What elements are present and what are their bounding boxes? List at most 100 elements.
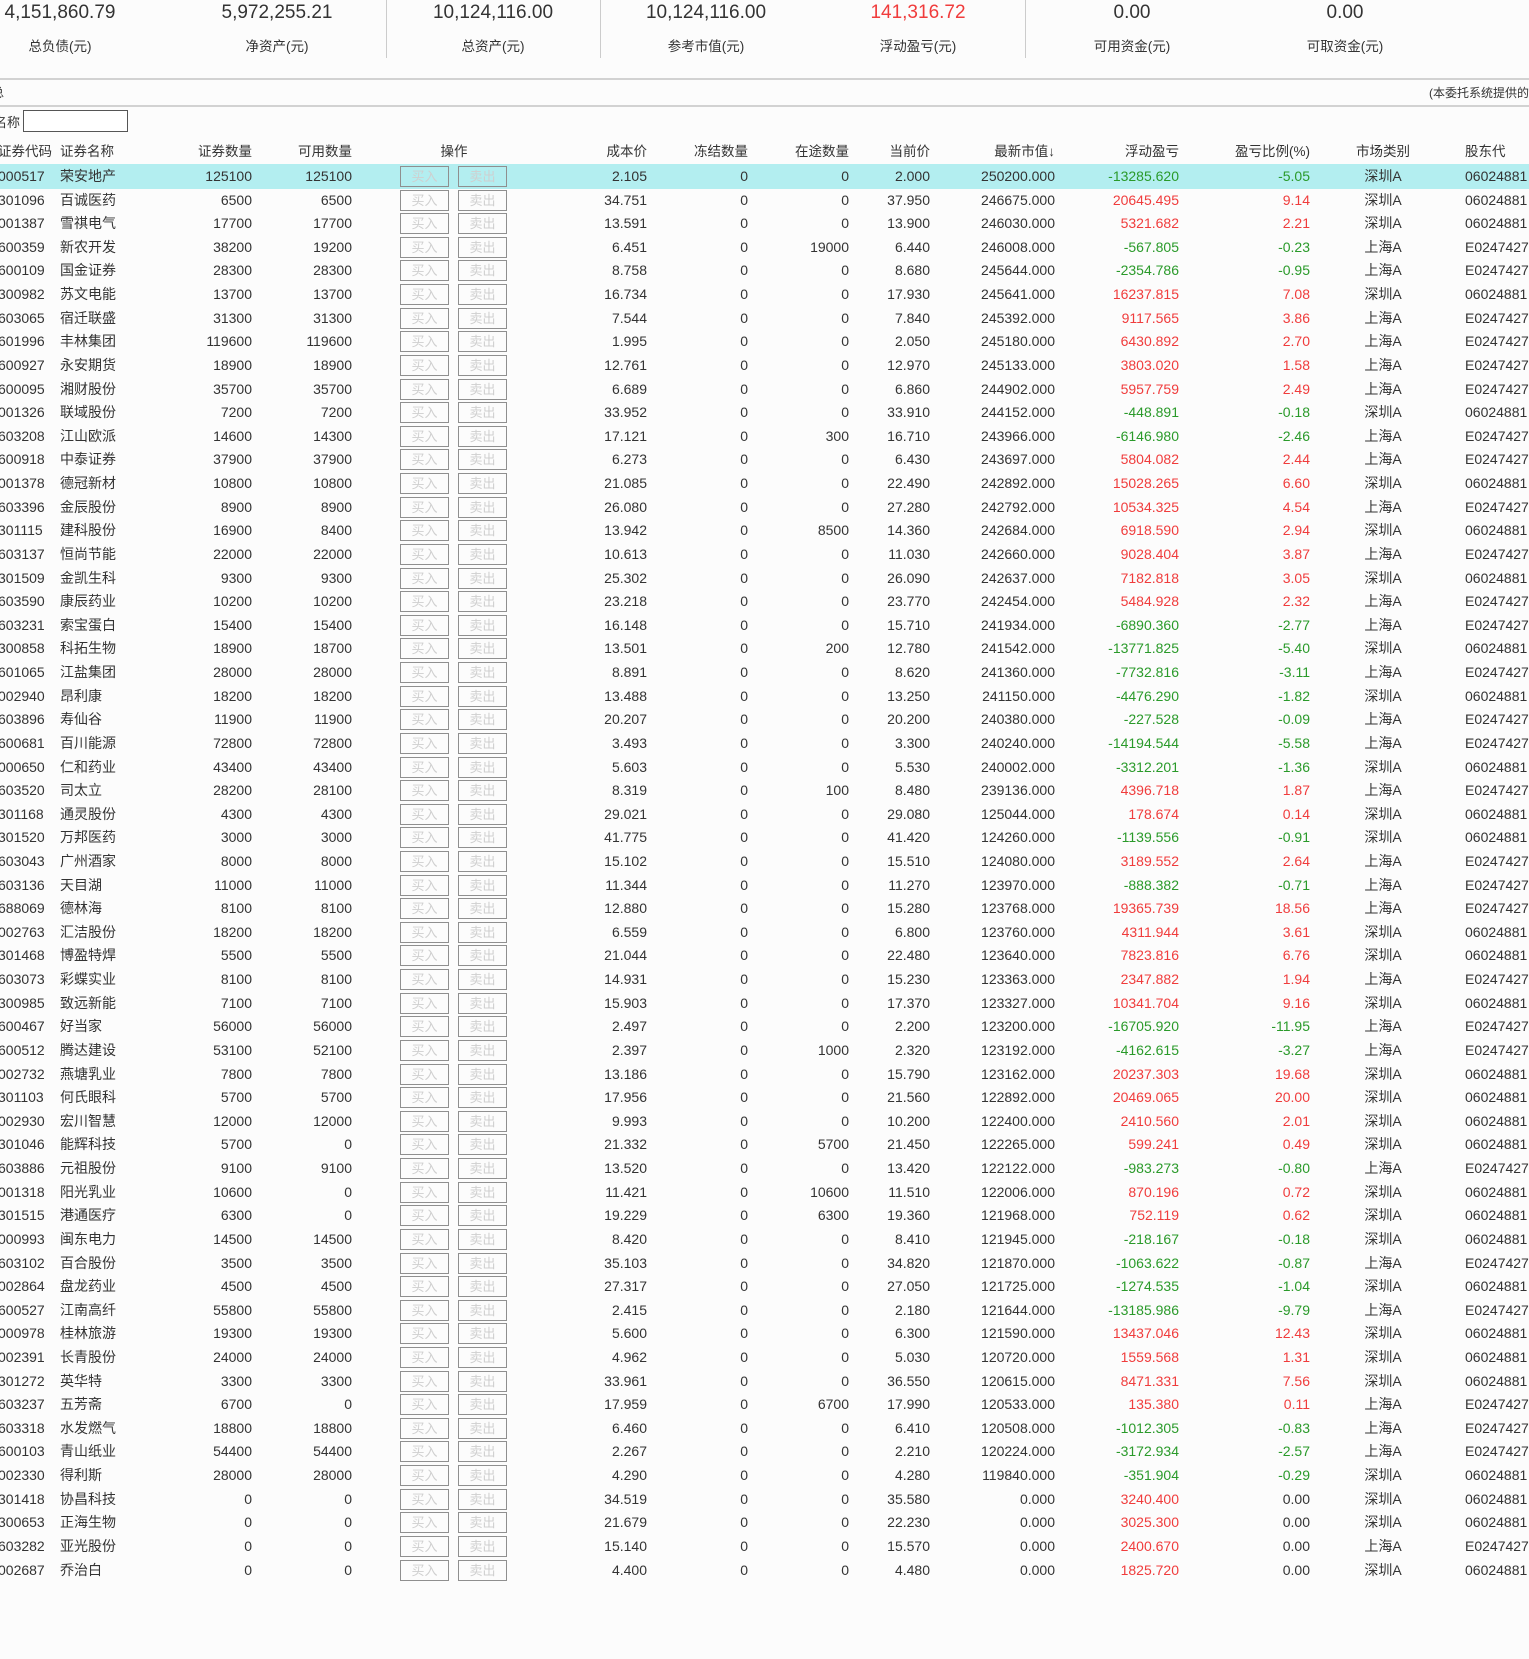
name-filter-input[interactable] [23,110,128,132]
buy-button[interactable]: 买入 [400,402,449,424]
sell-button[interactable]: 卖出 [458,331,507,353]
buy-button[interactable]: 买入 [400,732,449,754]
sell-button[interactable]: 卖出 [458,1465,507,1487]
sell-button[interactable]: 卖出 [458,685,507,707]
sell-button[interactable]: 卖出 [458,378,507,400]
sell-button[interactable]: 卖出 [458,1441,507,1463]
sell-button[interactable]: 卖出 [458,1039,507,1061]
sell-button[interactable]: 卖出 [458,921,507,943]
table-row[interactable]: 301272 英华特 3300 3300 33.961 0 0 36.550 120615.00… [0,1369,1529,1394]
table-row[interactable]: 300982 苏文电能 13700 13700 16.734 0 0 17.930 245641… [0,282,1529,307]
sell-button[interactable]: 卖出 [458,189,507,211]
sell-button[interactable]: 卖出 [458,1323,507,1345]
sell-button[interactable]: 卖出 [458,1205,507,1227]
table-row[interactable]: 000650 仁和药业 43400 43400 5.603 0 0 5.530 240002.0… [0,755,1529,780]
table-row[interactable]: 000978 桂林旅游 19300 19300 5.600 0 0 6.300 121590.0… [0,1321,1529,1346]
buy-button[interactable]: 买入 [400,1063,449,1085]
table-row[interactable]: 001326 联域股份 7200 7200 33.952 0 0 33.910 244152.0… [0,400,1529,425]
table-row[interactable]: 603073 彩蝶实业 8100 8100 14.931 0 0 15.230 123363.0… [0,967,1529,992]
buy-button[interactable]: 买入 [400,284,449,306]
sell-button[interactable]: 卖出 [458,969,507,991]
sell-button[interactable]: 卖出 [458,567,507,589]
table-row[interactable]: 603396 金辰股份 8900 8900 26.080 0 0 27.280 242792.0… [0,495,1529,520]
sell-button[interactable]: 卖出 [458,166,507,187]
sell-button[interactable]: 卖出 [458,449,507,471]
sell-button[interactable]: 卖出 [458,1394,507,1416]
buy-button[interactable]: 买入 [400,921,449,943]
sell-button[interactable]: 卖出 [458,945,507,967]
table-row[interactable]: 603886 元祖股份 9100 9100 13.520 0 0 13.420 122122.0… [0,1156,1529,1181]
buy-button[interactable]: 买入 [400,1441,449,1463]
sell-button[interactable]: 卖出 [458,780,507,802]
table-row[interactable]: 600103 青山纸业 54400 54400 2.267 0 0 2.210 120224.0… [0,1439,1529,1464]
buy-button[interactable]: 买入 [400,1205,449,1227]
sell-button[interactable]: 卖出 [458,1299,507,1321]
table-row[interactable]: 600095 湘财股份 35700 35700 6.689 0 0 6.860 244902.0… [0,377,1529,402]
sell-button[interactable]: 卖出 [458,1559,507,1581]
buy-button[interactable]: 买入 [400,1087,449,1109]
buy-button[interactable]: 买入 [400,945,449,967]
column-header[interactable]: 操作 [440,144,468,159]
sell-button[interactable]: 卖出 [458,827,507,849]
buy-button[interactable]: 买入 [400,874,449,896]
buy-button[interactable]: 买入 [400,992,449,1014]
buy-button[interactable]: 买入 [400,520,449,542]
table-row[interactable]: 001318 阳光乳业 10600 0 11.421 0 10600 11.510 122006… [0,1180,1529,1205]
sell-button[interactable]: 卖出 [458,1512,507,1534]
sell-button[interactable]: 卖出 [458,1134,507,1156]
table-row[interactable]: 603102 百合股份 3500 3500 35.103 0 0 34.820 121870.0… [0,1251,1529,1276]
buy-button[interactable]: 买入 [400,1299,449,1321]
buy-button[interactable]: 买入 [400,1134,449,1156]
table-row[interactable]: 600467 好当家 56000 56000 2.497 0 0 2.200 123200.00… [0,1014,1529,1039]
sell-button[interactable]: 卖出 [458,543,507,565]
table-row[interactable]: 300858 科拓生物 18900 18700 13.501 0 200 12.780 2415… [0,636,1529,661]
buy-button[interactable]: 买入 [400,614,449,636]
sell-button[interactable]: 卖出 [458,1158,507,1180]
column-header[interactable]: 盈亏比例(%) [1235,144,1310,159]
column-header[interactable]: 可用数量 [298,144,352,159]
buy-button[interactable]: 买入 [400,496,449,518]
sell-button[interactable]: 卖出 [458,1063,507,1085]
table-row[interactable]: 600512 腾达建设 53100 52100 2.397 0 1000 2.320 12319… [0,1038,1529,1063]
buy-button[interactable]: 买入 [400,662,449,684]
sell-button[interactable]: 卖出 [458,520,507,542]
table-row[interactable]: 603137 恒尚节能 22000 22000 10.613 0 0 11.030 242660… [0,542,1529,567]
table-row[interactable]: 301046 能辉科技 5700 0 21.332 0 5700 21.450 122265.0… [0,1132,1529,1157]
buy-button[interactable]: 买入 [400,685,449,707]
buy-button[interactable]: 买入 [400,1039,449,1061]
buy-button[interactable]: 买入 [400,1276,449,1298]
table-row[interactable]: 603231 索宝蛋白 15400 15400 16.148 0 0 15.710 241934… [0,613,1529,638]
sell-button[interactable]: 卖出 [458,850,507,872]
table-row[interactable]: 600918 中泰证券 37900 37900 6.273 0 0 6.430 243697.0… [0,447,1529,472]
buy-button[interactable]: 买入 [400,898,449,920]
buy-button[interactable]: 买入 [400,1252,449,1274]
table-row[interactable]: 300653 正海生物 0 0 21.679 0 0 22.230 0.000 3025.300 0… [0,1510,1529,1535]
table-row[interactable]: 301168 通灵股份 4300 4300 29.021 0 0 29.080 125044.0… [0,802,1529,827]
sell-button[interactable]: 卖出 [458,1181,507,1203]
table-row[interactable]: 601996 丰林集团 119600 119600 1.995 0 0 2.050 245180… [0,329,1529,354]
buy-button[interactable]: 买入 [400,850,449,872]
sell-button[interactable]: 卖出 [458,1087,507,1109]
table-row[interactable]: 603136 天目湖 11000 11000 11.344 0 0 11.270 123970.… [0,873,1529,898]
sell-button[interactable]: 卖出 [458,1370,507,1392]
buy-button[interactable]: 买入 [400,638,449,660]
column-header[interactable]: 冻结数量 [694,144,748,159]
sell-button[interactable]: 卖出 [458,874,507,896]
sell-button[interactable]: 卖出 [458,473,507,495]
table-row[interactable]: 002732 燕塘乳业 7800 7800 13.186 0 0 15.790 123162.0… [0,1062,1529,1087]
table-row[interactable]: 600681 百川能源 72800 72800 3.493 0 0 3.300 240240.0… [0,731,1529,756]
column-header[interactable]: 最新市值↓ [994,144,1055,159]
table-row[interactable]: 600109 国金证券 28300 28300 8.758 0 0 8.680 245644.0… [0,258,1529,283]
sell-button[interactable]: 卖出 [458,591,507,613]
column-header[interactable]: 股东代 [1465,144,1506,159]
buy-button[interactable]: 买入 [400,1323,449,1345]
column-header[interactable]: 当前价 [889,144,931,159]
table-row[interactable]: 000517 荣安地产 125100 125100 2.105 0 0 2.000 250200… [0,164,1529,189]
buy-button[interactable]: 买入 [400,1110,449,1132]
sell-button[interactable]: 卖出 [458,1535,507,1557]
sell-button[interactable]: 卖出 [458,307,507,329]
sell-button[interactable]: 卖出 [458,354,507,376]
table-row[interactable]: 002864 盘龙药业 4500 4500 27.317 0 0 27.050 121725.0… [0,1274,1529,1299]
sell-button[interactable]: 卖出 [458,213,507,235]
buy-button[interactable]: 买入 [400,1394,449,1416]
